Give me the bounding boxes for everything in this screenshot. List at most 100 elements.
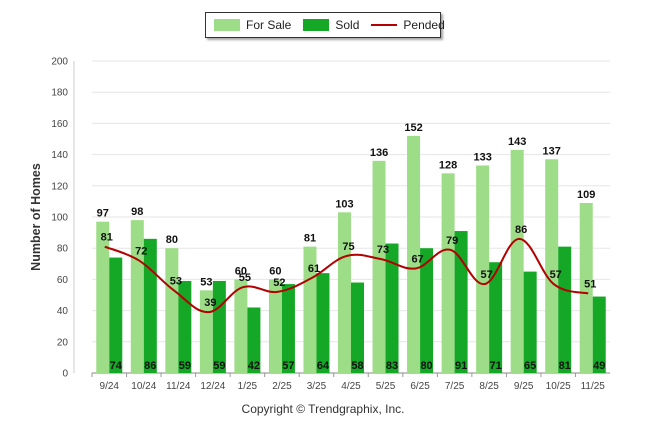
legend-item-sold[interactable]: Sold (303, 18, 359, 32)
legend-swatch-for-sale (214, 19, 240, 31)
bar-sold (281, 284, 295, 373)
bar-for-sale (579, 202, 593, 373)
x-tick-label: 11/25 (581, 381, 606, 392)
label-sold: 81 (559, 360, 571, 372)
label-sold: 42 (248, 360, 260, 372)
bar-sold (420, 248, 434, 373)
x-tick-label: 10/25 (546, 381, 571, 392)
x-tick-label: 5/25 (376, 381, 396, 392)
bar-sold (454, 231, 468, 373)
y-tick-label: 0 (62, 369, 68, 380)
y-tick-label: 120 (51, 181, 68, 192)
bar-sold (247, 307, 261, 373)
label-sold: 80 (420, 360, 432, 372)
legend-label-sold: Sold (335, 18, 360, 32)
label-sold: 83 (386, 360, 398, 372)
bar-sold (523, 271, 537, 373)
label-for-sale: 133 (473, 152, 491, 164)
bar-for-sale (441, 173, 455, 373)
label-sold: 59 (179, 360, 191, 372)
bar-for-sale (545, 159, 559, 373)
label-sold: 58 (351, 360, 363, 372)
bar-sold (385, 243, 399, 373)
bar-for-sale (407, 135, 421, 373)
label-for-sale: 109 (577, 189, 595, 201)
legend: For Sale Sold Pended (205, 12, 445, 38)
y-tick-label: 200 (51, 57, 68, 68)
label-sold: 65 (524, 360, 536, 372)
label-sold: 57 (282, 360, 294, 372)
label-sold: 86 (144, 360, 156, 372)
legend-swatch-sold (303, 19, 330, 31)
label-pended: 51 (584, 278, 596, 290)
legend-label-pended: Pended (403, 18, 445, 32)
label-pended: 57 (481, 269, 493, 281)
legend-item-pended[interactable]: Pended (371, 18, 445, 32)
label-pended: 67 (411, 253, 423, 265)
legend-swatch-pended (371, 24, 398, 26)
label-pended: 57 (550, 269, 562, 281)
x-tick-label: 3/25 (307, 381, 327, 392)
label-sold: 59 (213, 360, 225, 372)
label-sold: 74 (110, 360, 123, 372)
x-tick-label: 11/24 (166, 381, 191, 392)
bars (96, 135, 606, 373)
label-sold: 64 (317, 360, 330, 372)
y-tick-label: 100 (51, 213, 68, 224)
y-tick-label: 60 (57, 275, 69, 286)
bar-sold (143, 238, 157, 373)
bar-sold (351, 282, 364, 373)
bar-for-sale (476, 165, 490, 373)
bar-sold (316, 273, 330, 373)
label-pended: 53 (170, 275, 182, 287)
x-tick-label: 8/25 (479, 381, 499, 392)
y-tick-label: 140 (51, 150, 68, 161)
bar-for-sale (130, 220, 144, 373)
label-for-sale: 60 (235, 265, 247, 277)
label-pended: 52 (273, 277, 285, 289)
label-for-sale: 136 (370, 147, 388, 159)
bar-sold (109, 257, 123, 373)
legend-item-for-sale[interactable]: For Sale (214, 18, 291, 32)
bar-for-sale (165, 248, 179, 373)
label-for-sale: 98 (131, 206, 143, 218)
label-sold: 71 (490, 360, 502, 372)
x-tick-label: 12/24 (200, 381, 225, 392)
label-pended: 55 (239, 272, 251, 284)
x-tick-label: 4/25 (341, 381, 361, 392)
bar-for-sale (338, 212, 351, 373)
label-pended: 39 (204, 297, 216, 309)
label-pended: 79 (446, 235, 458, 247)
label-for-sale: 81 (304, 233, 316, 245)
label-pended: 73 (377, 244, 389, 256)
label-pended: 75 (342, 241, 354, 253)
y-tick-label: 40 (57, 306, 69, 317)
label-for-sale: 60 (269, 265, 281, 277)
y-tick-label: 20 (57, 337, 69, 348)
x-tick-label: 9/24 (100, 381, 120, 392)
bar-for-sale (372, 160, 386, 373)
label-for-sale: 137 (543, 145, 561, 157)
y-tick-label: 80 (57, 244, 69, 255)
bar-for-sale (510, 149, 524, 373)
bar-sold (489, 262, 503, 373)
legend-label-for-sale: For Sale (246, 18, 292, 32)
label-for-sale: 152 (404, 122, 422, 134)
x-tick-label: 1/25 (238, 381, 258, 392)
label-pended: 86 (515, 224, 527, 236)
bar-sold (178, 280, 192, 373)
label-sold: 49 (593, 360, 605, 372)
x-tick-label: 6/25 (410, 381, 430, 392)
x-axis-ticks: 9/24 10/24 11/24 12/24 1/25 2/25 3/25 4/25 5/25 6… (91, 373, 606, 392)
label-for-sale: 53 (200, 276, 212, 288)
copyright-text: Copyright © Trendgraphix, Inc. (241, 402, 405, 416)
label-pended: 72 (135, 246, 147, 258)
label-for-sale: 80 (166, 234, 178, 246)
x-tick-label: 7/25 (445, 381, 465, 392)
label-for-sale: 143 (508, 136, 526, 148)
y-axis-ticks: 0 20 40 60 80 100 120 140 160 180 200 (51, 57, 68, 380)
y-tick-label: 160 (51, 119, 68, 130)
label-sold: 91 (455, 360, 467, 372)
label-for-sale: 128 (439, 159, 457, 171)
label-for-sale: 97 (97, 208, 109, 220)
